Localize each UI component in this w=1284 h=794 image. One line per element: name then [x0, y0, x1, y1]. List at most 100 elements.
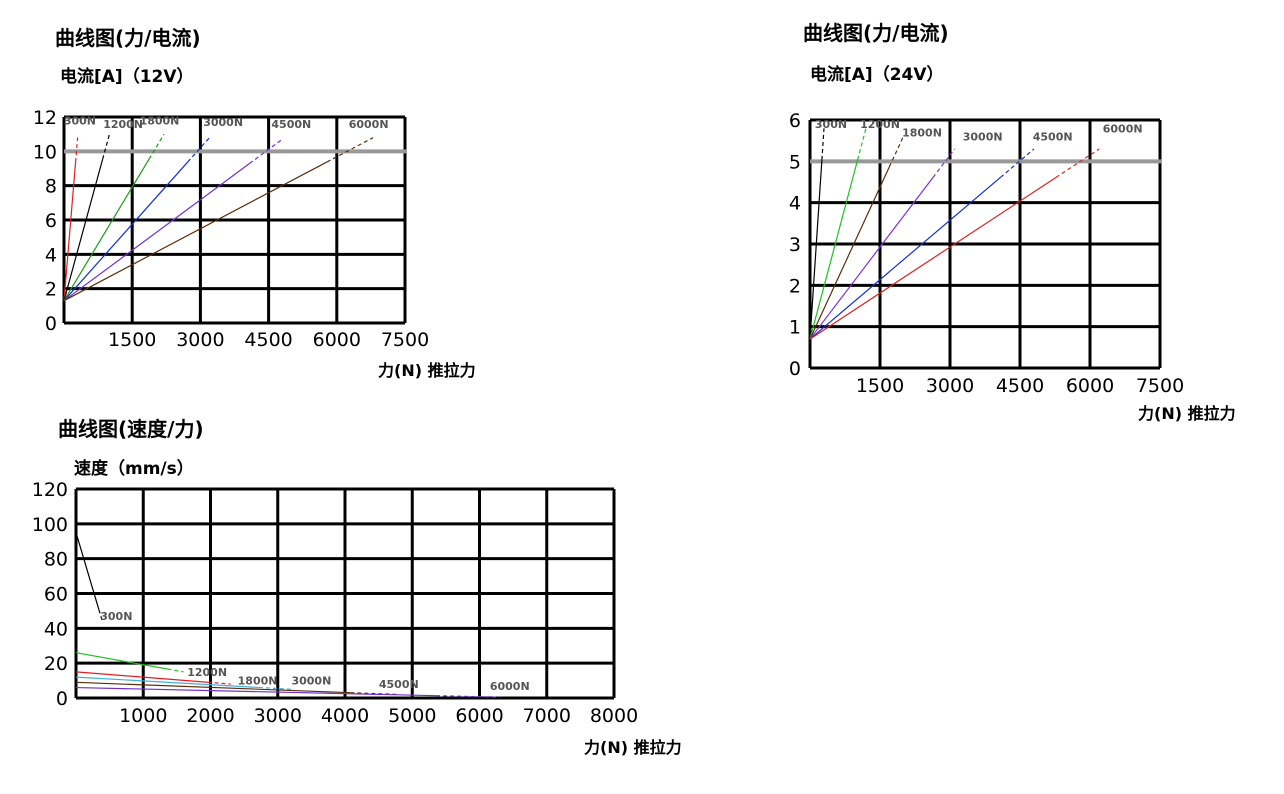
chart1-ytick-label: 6 — [45, 210, 57, 232]
chart3-series-label-4500N: 4500N — [379, 678, 419, 691]
chart3-series-label-1800N: 1800N — [238, 675, 278, 688]
chart3-xtick-label: 6000 — [455, 705, 503, 727]
chart2-series-tail-6000N — [1055, 148, 1100, 178]
chart3-xlabel: 力(N) 推拉力 — [584, 738, 682, 757]
chart3-series-tail-6000N — [436, 695, 500, 698]
chart1-ytick-label: 0 — [45, 313, 57, 335]
chart3-series-tail-4500N — [350, 692, 399, 696]
chart2-title: 曲线图(力/电流) — [803, 21, 949, 45]
chart3-series-label-300N: 300N — [100, 610, 132, 623]
chart1-series-tail-3000N — [187, 137, 210, 163]
chart1-ytick-label: 4 — [45, 244, 57, 266]
chart2-series-label-300N: 300N — [815, 118, 847, 131]
chart1-xtick-label: 7500 — [381, 329, 429, 351]
chart1-ytick-label: 10 — [33, 141, 57, 163]
chart1-series-tail-6000N — [326, 137, 374, 163]
chart3-ytick-label: 40 — [44, 618, 68, 640]
chart1-ytick-label: 8 — [45, 176, 57, 198]
chart3-series-line-300N — [75, 532, 100, 610]
chart2-ytick-label: 3 — [789, 234, 801, 256]
chart2-ytick-label: 6 — [789, 110, 801, 132]
chart3-series-line-1800N — [75, 671, 208, 683]
chart3-series-line-6000N — [75, 686, 437, 697]
chart1-series-tail-1200N — [102, 134, 111, 160]
chart3-series-line-1200N — [75, 652, 168, 670]
chart2-series-line-1200N — [809, 159, 859, 340]
chart3-ytick-label: 20 — [44, 653, 68, 675]
chart2-series-line-6000N — [809, 176, 1057, 340]
chart2-series-tail-1200N — [857, 128, 867, 161]
chart1-series-label-3000N: 3000N — [203, 116, 243, 129]
chart2-series-label-3000N: 3000N — [963, 131, 1003, 144]
chart3-xtick-label: 8000 — [590, 705, 638, 727]
chart1-series-label-6000N: 6000N — [349, 118, 389, 131]
chart2-series-line-1800N — [809, 166, 890, 340]
chart3-series-tail-300N — [98, 609, 104, 624]
chart2-series-label-6000N: 6000N — [1103, 122, 1143, 135]
chart3-series-tail-1200N — [167, 668, 184, 673]
chart2-series-tail-4500N — [1000, 148, 1035, 178]
chart3-title: 曲线图(速度/力) — [58, 417, 204, 441]
chart2-series-label-1800N: 1800N — [902, 126, 942, 139]
chart1-series-tail-1800N — [148, 133, 165, 160]
chart3-series-label-3000N: 3000N — [291, 675, 331, 688]
chart2-ytick-label: 5 — [789, 151, 801, 173]
chart3-ytick-label: 100 — [32, 514, 68, 536]
chart1-series-line-1800N — [63, 158, 150, 301]
chart1-series-line-1200N — [63, 158, 104, 301]
chart3-series-line-4500N — [75, 681, 351, 694]
chart1-xtick-label: 4500 — [244, 329, 292, 351]
chart3-xtick-label: 1000 — [119, 705, 167, 727]
chart1-series-line-4500N — [63, 163, 250, 302]
chart3-ytick-label: 120 — [32, 479, 68, 501]
chart1-series-line-300N — [63, 162, 77, 301]
chart2-series-line-300N — [809, 159, 823, 340]
chart2-xtick-label: 6000 — [1066, 375, 1114, 397]
chart2-ytick-label: 1 — [789, 317, 801, 339]
chart1-xlabel: 力(N) 推拉力 — [378, 361, 476, 380]
chart3-series-label-6000N: 6000N — [490, 680, 530, 693]
chart2-series-line-3000N — [809, 177, 934, 340]
chart2-xlabel: 力(N) 推拉力 — [1138, 404, 1236, 423]
chart2-ytick-label: 4 — [789, 193, 801, 215]
chart2-xtick-label: 4500 — [996, 375, 1044, 397]
chart2-series-line-4500N — [809, 176, 1001, 340]
chart3-xtick-label: 5000 — [388, 705, 436, 727]
chart3-series-line-3000N — [75, 676, 259, 689]
chart3-series-label-1200N: 1200N — [187, 666, 227, 679]
chart2-xtick-label: 3000 — [926, 375, 974, 397]
chart1-series-label-1800N: 1800N — [140, 114, 180, 127]
chart2-xtick-label: 1500 — [856, 375, 904, 397]
chart3-ytick-label: 80 — [44, 549, 68, 571]
chart2-series-tail-1800N — [888, 136, 904, 168]
chart2-series-label-4500N: 4500N — [1033, 131, 1073, 144]
chart1-ylabel: 电流[A]（12V） — [60, 66, 194, 87]
chart3-ylabel: 速度（mm/s） — [74, 458, 194, 479]
chart1-series-line-3000N — [63, 161, 189, 302]
chart1-series-label-1200N: 1200N — [103, 118, 143, 131]
chart2-ylabel: 电流[A]（24V） — [810, 64, 944, 85]
chart3-ytick-label: 60 — [44, 584, 68, 606]
chart1-series-label-4500N: 4500N — [271, 118, 311, 131]
chart3-xtick-label: 3000 — [254, 705, 302, 727]
chart1-title: 曲线图(力/电流) — [55, 26, 201, 50]
chart1-series-line-6000N — [63, 161, 328, 302]
chart3-series-tail-3000N — [258, 686, 292, 690]
chart1-xtick-label: 6000 — [313, 329, 361, 351]
chart2-ytick-label: 0 — [789, 358, 801, 380]
chart3-xtick-label: 7000 — [523, 705, 571, 727]
chart2-ytick-label: 2 — [789, 275, 801, 297]
chart1-ytick-label: 12 — [33, 107, 57, 129]
chart1-xtick-label: 1500 — [108, 329, 156, 351]
chart2-series-tail-3000N — [932, 148, 956, 178]
chart3-xtick-label: 2000 — [186, 705, 234, 727]
chart3-xtick-label: 4000 — [321, 705, 369, 727]
chart2-xtick-label: 7500 — [1136, 375, 1184, 397]
chart3-ytick-label: 0 — [56, 688, 68, 710]
chart1-xtick-label: 3000 — [176, 329, 224, 351]
chart2-series-label-1200N: 1200N — [860, 118, 900, 131]
chart1-ytick-label: 2 — [45, 279, 57, 301]
chart1-series-label-300N: 300N — [64, 114, 96, 127]
chart3-series-tail-1800N — [207, 681, 231, 685]
